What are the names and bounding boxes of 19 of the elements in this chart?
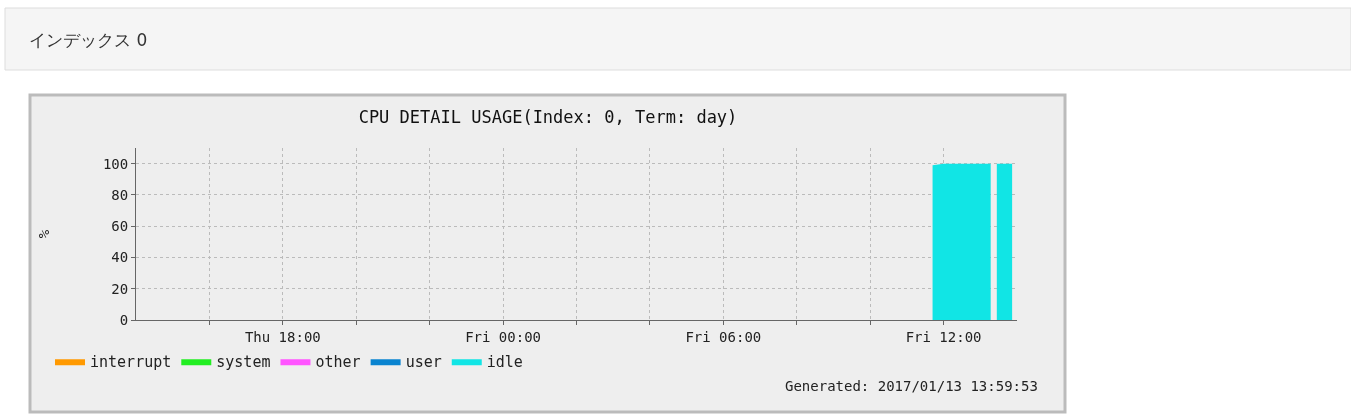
x-tick-label: Thu 18:00 bbox=[244, 328, 321, 345]
y-tick-label: 20 bbox=[111, 280, 129, 297]
y-axis-title: % bbox=[35, 229, 52, 239]
legend-label: idle bbox=[486, 353, 523, 372]
y-tick-label: 80 bbox=[111, 186, 129, 203]
legend-label: interrupt bbox=[90, 353, 172, 372]
y-tick-label: 100 bbox=[102, 155, 129, 172]
y-tick-label: 0 bbox=[119, 311, 129, 328]
legend-label: other bbox=[315, 353, 361, 372]
chart-title: CPU DETAIL USAGE(Index: 0, Term: day) bbox=[358, 106, 738, 127]
text: Generated: 2017/01/13 13:59:53 bbox=[785, 378, 1038, 394]
y-tick-label: 60 bbox=[111, 218, 129, 235]
y-tick-label: 40 bbox=[111, 249, 129, 266]
text: インデックス 0 bbox=[29, 30, 148, 50]
x-tick-label: Fri 06:00 bbox=[685, 328, 762, 345]
x-tick-label: Fri 12:00 bbox=[905, 328, 982, 345]
x-tick-label: Fri 00:00 bbox=[465, 328, 542, 345]
legend-label: system bbox=[216, 353, 271, 372]
legend-label: user bbox=[405, 353, 442, 372]
